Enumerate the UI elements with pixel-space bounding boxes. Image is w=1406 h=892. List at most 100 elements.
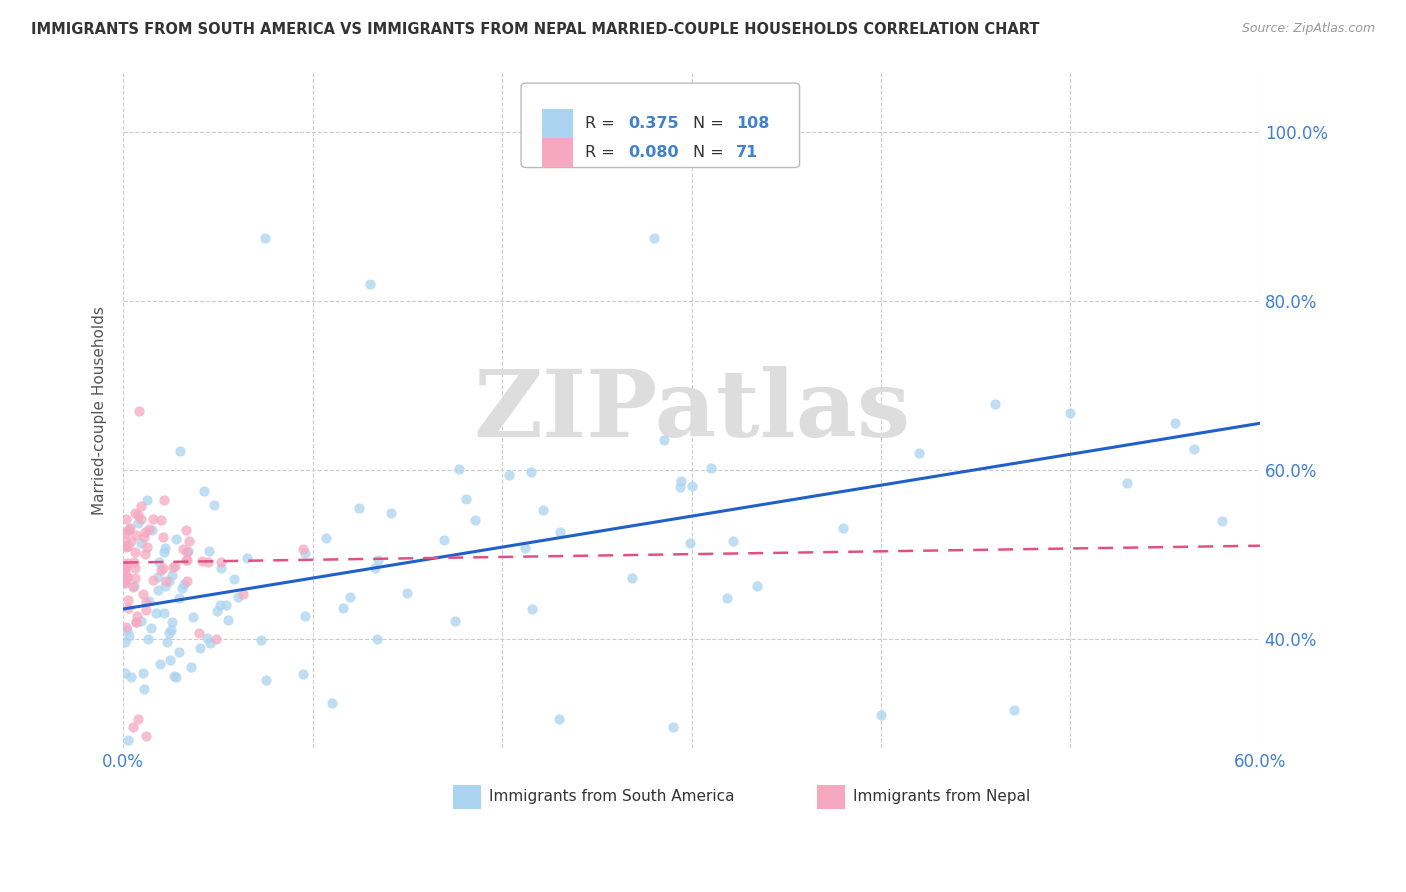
Point bbox=[114, 559, 136, 574]
Point bbox=[548, 712, 571, 726]
Point bbox=[668, 480, 690, 494]
Point bbox=[347, 501, 370, 516]
Point bbox=[209, 561, 232, 575]
Point bbox=[172, 541, 194, 556]
Point bbox=[125, 615, 148, 629]
Point bbox=[115, 570, 138, 584]
Point bbox=[114, 635, 136, 649]
Point bbox=[159, 653, 181, 667]
Point bbox=[114, 575, 136, 590]
Point bbox=[520, 601, 543, 615]
Point bbox=[513, 541, 536, 556]
Point bbox=[188, 640, 211, 655]
Point bbox=[135, 595, 157, 609]
Point bbox=[128, 403, 150, 417]
Point bbox=[115, 620, 138, 634]
Point bbox=[294, 546, 316, 560]
Point bbox=[176, 545, 198, 559]
Text: R =: R = bbox=[585, 116, 620, 131]
Point bbox=[176, 523, 198, 537]
Point bbox=[129, 512, 152, 526]
Point bbox=[117, 623, 139, 637]
Text: Source: ZipAtlas.com: Source: ZipAtlas.com bbox=[1241, 22, 1375, 36]
Point bbox=[160, 615, 183, 629]
Point bbox=[131, 499, 153, 513]
Point bbox=[447, 462, 470, 476]
Point bbox=[157, 574, 180, 588]
Point bbox=[134, 524, 156, 539]
Point bbox=[142, 512, 165, 526]
Point bbox=[191, 554, 214, 568]
Point bbox=[193, 483, 215, 498]
Point bbox=[118, 629, 141, 643]
Point bbox=[114, 534, 136, 549]
Point bbox=[115, 556, 138, 570]
Point bbox=[332, 600, 354, 615]
Point bbox=[205, 604, 228, 618]
Point bbox=[775, 117, 797, 131]
Point bbox=[115, 512, 138, 526]
Point bbox=[162, 559, 184, 574]
Point bbox=[169, 443, 191, 458]
Point bbox=[148, 555, 170, 569]
Point bbox=[124, 561, 146, 575]
Point bbox=[141, 523, 163, 537]
Text: 0.375: 0.375 bbox=[628, 116, 679, 131]
Point bbox=[149, 513, 172, 527]
Point bbox=[114, 539, 136, 553]
Point bbox=[177, 544, 200, 558]
Point bbox=[170, 582, 193, 596]
FancyBboxPatch shape bbox=[522, 83, 800, 168]
Text: ZIPatlas: ZIPatlas bbox=[472, 366, 910, 456]
Point bbox=[138, 522, 160, 536]
Point bbox=[832, 521, 855, 535]
Point bbox=[121, 720, 143, 734]
Point bbox=[224, 572, 246, 586]
Point bbox=[232, 587, 254, 601]
Point bbox=[155, 541, 177, 555]
Point bbox=[531, 503, 554, 517]
Point bbox=[204, 632, 226, 646]
Point bbox=[700, 461, 723, 475]
Point bbox=[114, 666, 136, 681]
Point bbox=[124, 545, 146, 559]
Text: N =: N = bbox=[693, 145, 728, 160]
Point bbox=[131, 535, 153, 549]
Point bbox=[162, 567, 184, 582]
Point bbox=[163, 559, 186, 574]
Point bbox=[294, 609, 316, 624]
Point bbox=[122, 579, 145, 593]
Point bbox=[367, 553, 389, 567]
Point bbox=[548, 525, 571, 540]
Point bbox=[444, 614, 467, 628]
Point bbox=[716, 591, 738, 606]
Point bbox=[1211, 514, 1233, 528]
Point bbox=[117, 732, 139, 747]
Point bbox=[149, 657, 172, 671]
Text: IMMIGRANTS FROM SOUTH AMERICA VS IMMIGRANTS FROM NEPAL MARRIED-COUPLE HOUSEHOLDS: IMMIGRANTS FROM SOUTH AMERICA VS IMMIGRA… bbox=[31, 22, 1039, 37]
Point bbox=[160, 624, 183, 638]
Point bbox=[169, 645, 191, 659]
Point bbox=[250, 633, 273, 648]
Point bbox=[197, 555, 219, 569]
Y-axis label: Married-couple Households: Married-couple Households bbox=[93, 306, 107, 515]
Point bbox=[173, 577, 195, 591]
Point bbox=[315, 531, 337, 545]
Text: R =: R = bbox=[585, 145, 620, 160]
Point bbox=[291, 667, 314, 681]
Point bbox=[127, 516, 149, 530]
Point bbox=[142, 573, 165, 587]
Point bbox=[1002, 703, 1025, 717]
Point bbox=[1163, 416, 1185, 430]
Point bbox=[671, 474, 693, 488]
Point bbox=[1116, 475, 1139, 490]
Point bbox=[136, 492, 159, 507]
Point bbox=[464, 513, 486, 527]
Point bbox=[202, 498, 225, 512]
Text: 108: 108 bbox=[735, 116, 769, 131]
Point bbox=[114, 563, 136, 577]
Point bbox=[152, 544, 174, 558]
Point bbox=[200, 636, 222, 650]
Point bbox=[208, 598, 231, 612]
Point bbox=[211, 555, 233, 569]
